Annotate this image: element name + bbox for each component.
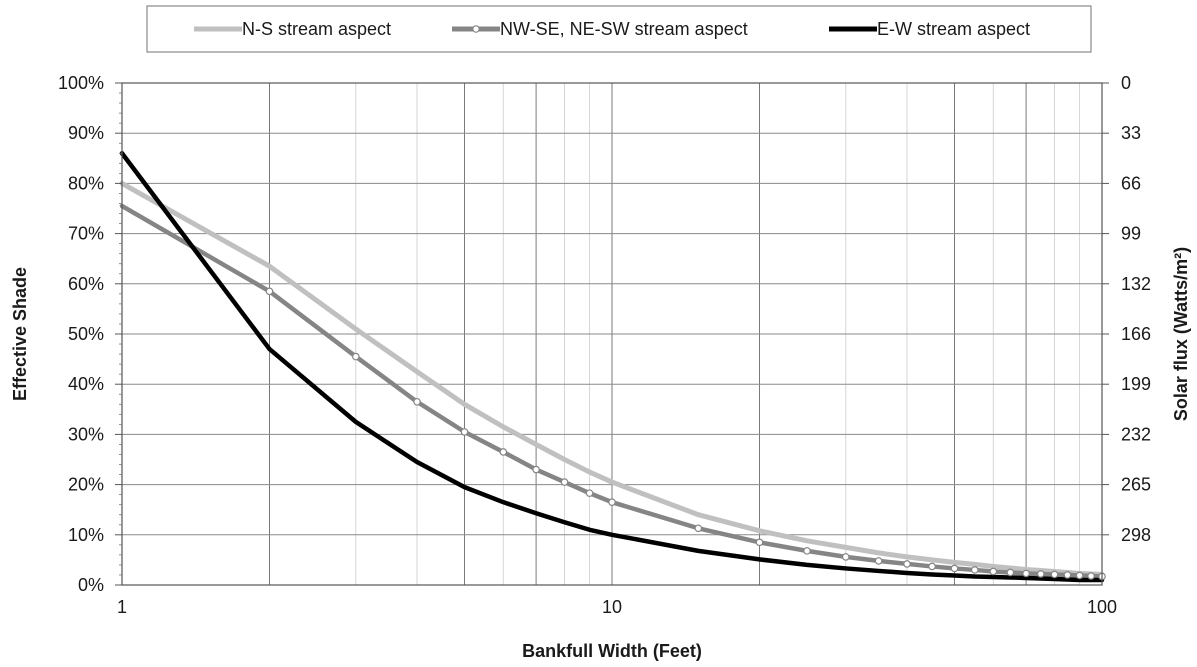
y2-tick-label: 0 xyxy=(1121,73,1131,93)
legend-label-ns: N-S stream aspect xyxy=(242,19,391,39)
series-point xyxy=(1006,568,1015,577)
series-point xyxy=(903,560,911,568)
legend-item-nwse: NW-SE, NE-SW stream aspect xyxy=(452,19,748,39)
series-point xyxy=(1050,570,1059,579)
y2-axis-title: Solar flux (Watts/m²) xyxy=(1171,247,1191,421)
y2-tick-label: 265 xyxy=(1121,475,1151,495)
y-tick-label: 0% xyxy=(78,575,104,595)
y2-tick-label: 99 xyxy=(1121,224,1141,244)
legend-item-ns: N-S stream aspect xyxy=(194,19,391,39)
y-tick-label: 50% xyxy=(68,324,104,344)
y2-tick-label: 132 xyxy=(1121,274,1151,294)
y2-tick-label: 33 xyxy=(1121,123,1141,143)
series-point xyxy=(460,428,469,436)
series-point xyxy=(413,397,421,406)
y-tick-label: 70% xyxy=(68,224,104,244)
series-point xyxy=(1087,572,1095,580)
series-point xyxy=(351,352,360,361)
grid xyxy=(122,83,1102,585)
x-tick-label: 10 xyxy=(602,597,622,617)
x-tick-label: 100 xyxy=(1087,597,1117,617)
y2-tick-label: 298 xyxy=(1121,525,1151,545)
y2-tick-label: 199 xyxy=(1121,374,1151,394)
series-point xyxy=(499,448,508,456)
legend: N-S stream aspect NW-SE, NE-SW stream as… xyxy=(146,5,1092,53)
y-tick-label: 90% xyxy=(68,123,104,143)
y-tick-label: 10% xyxy=(68,525,104,545)
x-axis-title: Bankfull Width (Feet) xyxy=(522,641,702,661)
series-point xyxy=(532,465,540,474)
y-tick-label: 20% xyxy=(68,475,104,495)
series-line-2 xyxy=(119,151,1105,583)
series-point xyxy=(755,538,764,547)
y2-axis-ticks: 298 265 232 199 166 132 99 66 33 0 xyxy=(1102,73,1151,545)
series-point xyxy=(560,478,569,486)
series-point xyxy=(608,498,616,506)
legend-marker-nwse xyxy=(472,25,480,33)
series-layer xyxy=(119,151,1106,583)
series-point xyxy=(950,564,959,573)
series-point xyxy=(874,557,883,565)
y-tick-label: 40% xyxy=(68,374,104,394)
series-point xyxy=(970,566,979,574)
y-tick-label: 100% xyxy=(58,73,104,93)
series-point xyxy=(694,524,703,533)
y-tick-label: 30% xyxy=(68,424,104,444)
y-axis-title: Effective Shade xyxy=(10,267,30,401)
series-point xyxy=(265,287,274,296)
y2-tick-label: 166 xyxy=(1121,324,1151,344)
x-tick-label: 1 xyxy=(117,597,127,617)
series-point xyxy=(1063,571,1072,579)
series-line-1 xyxy=(119,203,1105,579)
series-line-0 xyxy=(119,180,1105,577)
y-tick-label: 80% xyxy=(68,173,104,193)
legend-label-nwse: NW-SE, NE-SW stream aspect xyxy=(500,19,748,39)
y-axis-ticks: 0% 10% 20% 30% 40% 50% 60% 70% 80% 90% 100% xyxy=(58,73,122,595)
y2-tick-label: 66 xyxy=(1121,173,1141,193)
series-point xyxy=(1022,569,1030,578)
series-point xyxy=(928,562,936,571)
legend-box xyxy=(146,5,1092,53)
series-point xyxy=(989,567,998,576)
y-tick-label: 60% xyxy=(68,274,104,294)
series-point xyxy=(803,547,811,555)
y2-tick-label: 232 xyxy=(1121,424,1151,444)
series-point xyxy=(1036,570,1045,578)
legend-label-ew: E-W stream aspect xyxy=(877,19,1030,39)
x-axis-ticks: 1 10 100 xyxy=(117,597,1117,617)
series-point xyxy=(841,553,850,561)
series-point xyxy=(585,489,594,497)
legend-item-ew: E-W stream aspect xyxy=(829,19,1030,39)
series-point xyxy=(1075,571,1084,580)
